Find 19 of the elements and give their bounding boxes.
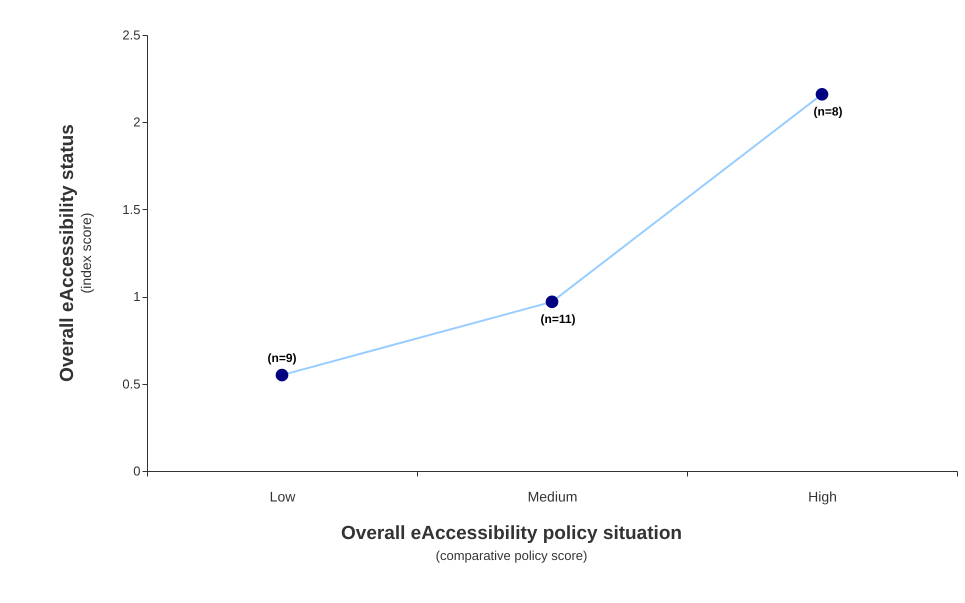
annotation: (n=11) [540, 312, 576, 326]
x-tick-label: Low [270, 488, 296, 504]
x-axis-title: Overall eAccessibility policy situation [340, 523, 682, 544]
point [816, 88, 828, 101]
y-tick-label: 2 [133, 114, 140, 130]
text: (comparative policy score) [436, 548, 588, 563]
y-tick-label: 1 [133, 289, 140, 304]
text: (index score) [78, 212, 94, 294]
annotation: (n=8) [813, 104, 843, 118]
x-tick-label: Medium [528, 488, 578, 504]
annotation: (n=9) [267, 351, 297, 366]
y-tick-label: 1.5 [122, 202, 140, 217]
y-axis-title: Overall eAccessibility status [57, 124, 78, 382]
y-tick-label: 2.5 [122, 28, 140, 42]
point [276, 368, 288, 382]
y-tick-label: 0.5 [122, 376, 140, 392]
x-tick-label: High [808, 488, 837, 504]
point [546, 296, 558, 308]
y-tick-label: 0 [133, 464, 140, 478]
